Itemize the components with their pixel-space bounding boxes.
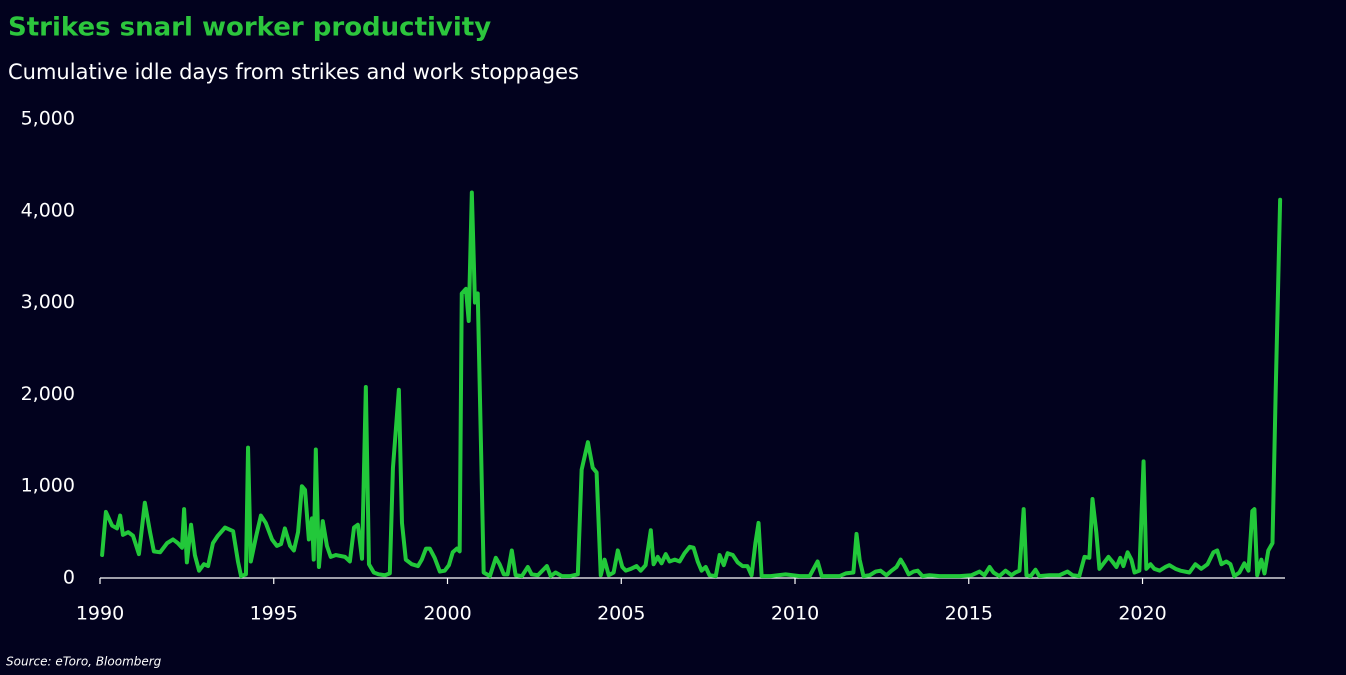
x-tick-label: 2000 [423,603,471,625]
x-tick-label: 2015 [945,603,993,625]
data-line [100,190,1283,579]
chart-title: Strikes snarl worker productivity [8,13,491,43]
y-tick-label: 2,000 [21,383,75,405]
chart-subtitle: Cumulative idle days from strikes and wo… [8,60,579,84]
y-tick-label: 1,000 [21,475,75,497]
x-tick-label: 2020 [1118,603,1166,625]
y-tick-label: 0 [63,567,75,589]
x-tick-label: 2005 [597,603,645,625]
x-tick-label: 1990 [76,603,124,625]
x-tick-label: 1995 [250,603,298,625]
x-tick-label: 2010 [771,603,819,625]
y-tick-label: 3,000 [21,291,75,313]
y-tick-label: 4,000 [21,199,75,221]
source-note: Source: eToro, Bloomberg [6,655,162,669]
y-tick-label: 5,000 [21,108,75,130]
